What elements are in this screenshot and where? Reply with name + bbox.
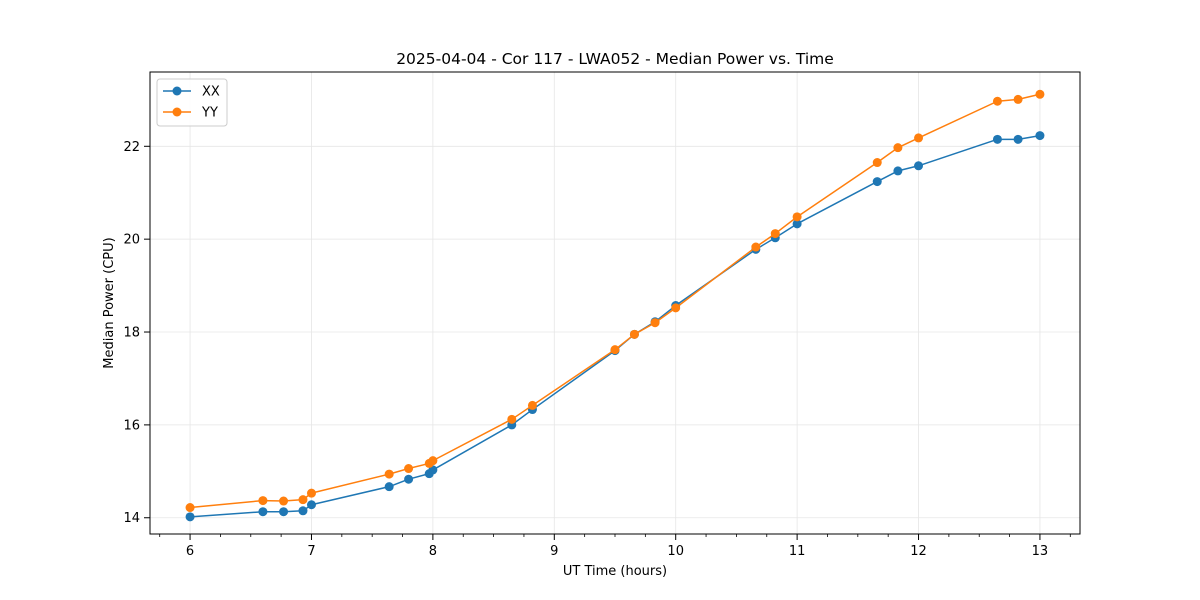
series-point-xx-17 [792, 219, 802, 229]
series-point-yy-15 [751, 242, 761, 252]
series-point-yy-20 [914, 133, 924, 143]
plot-frame [149, 71, 1081, 535]
series-point-yy-5 [384, 469, 394, 479]
series-point-xx-2 [279, 507, 289, 517]
y-tick-label-2: 18 [123, 326, 140, 341]
x-tick-label-7: 13 [1032, 544, 1049, 559]
series-point-yy-3 [298, 495, 308, 505]
y-tick-label-1: 16 [123, 418, 140, 433]
series-layer [185, 89, 1045, 522]
series-point-yy-2 [279, 496, 289, 506]
series-point-yy-22 [1013, 94, 1023, 104]
series-point-yy-18 [872, 158, 882, 168]
legend: XX YY [156, 78, 228, 127]
series-point-yy-6 [404, 464, 414, 474]
x-tick-label-0: 6 [186, 544, 194, 559]
series-point-yy-17 [792, 212, 802, 222]
series-point-yy-16 [770, 229, 780, 239]
chart-title: 2025-04-04 - Cor 117 - LWA052 - Median P… [396, 50, 834, 68]
x-tick-label-4: 10 [667, 544, 684, 559]
series-point-yy-11 [610, 345, 620, 355]
series-point-xx-3 [298, 506, 308, 516]
y-tick-label-3: 20 [123, 233, 140, 248]
y-axis-label: Median Power (CPU) [102, 237, 117, 368]
series-point-xx-21 [992, 134, 1002, 144]
legend-marker-yy [172, 107, 182, 117]
series-point-xx-23 [1035, 131, 1045, 141]
series-point-yy-9 [507, 414, 517, 424]
series-point-xx-20 [914, 161, 924, 171]
x-tick-label-1: 7 [307, 544, 315, 559]
series-point-xx-19 [893, 166, 903, 176]
grid-layer [150, 72, 1080, 534]
series-point-xx-1 [258, 507, 268, 517]
series-point-yy-14 [671, 303, 681, 313]
series-point-yy-19 [893, 143, 903, 153]
series-point-yy-1 [258, 496, 268, 506]
series-point-yy-0 [185, 503, 195, 513]
legend-label-xx: XX [202, 85, 220, 100]
series-point-xx-0 [185, 512, 195, 522]
series-point-xx-18 [872, 177, 882, 187]
x-tick-label-5: 11 [789, 544, 806, 559]
x-tick-label-6: 12 [910, 544, 927, 559]
x-tick-label-2: 8 [429, 544, 437, 559]
x-axis-label: UT Time (hours) [563, 564, 667, 579]
series-point-yy-10 [527, 400, 537, 410]
series-point-yy-21 [992, 96, 1002, 106]
series-point-yy-12 [629, 329, 639, 339]
series-line-xx [190, 134, 1041, 518]
series-point-xx-6 [404, 474, 414, 484]
y-tick-label-4: 22 [123, 140, 140, 155]
series-point-xx-22 [1013, 134, 1023, 144]
series-point-yy-8 [428, 456, 438, 466]
series-point-yy-23 [1035, 89, 1045, 99]
x-tick-label-3: 9 [550, 544, 558, 559]
axes-layer: 6 7 8 9 10 11 12 13 14 16 18 20 22 [123, 140, 1071, 559]
series-line-yy [189, 93, 1041, 509]
y-tick-label-0: 14 [123, 511, 140, 526]
series-point-xx-5 [384, 482, 394, 492]
legend-marker-xx [172, 86, 182, 96]
series-point-yy-4 [306, 488, 316, 498]
legend-label-yy: YY [201, 106, 218, 121]
series-point-xx-4 [306, 500, 316, 510]
series-point-yy-13 [650, 318, 660, 328]
